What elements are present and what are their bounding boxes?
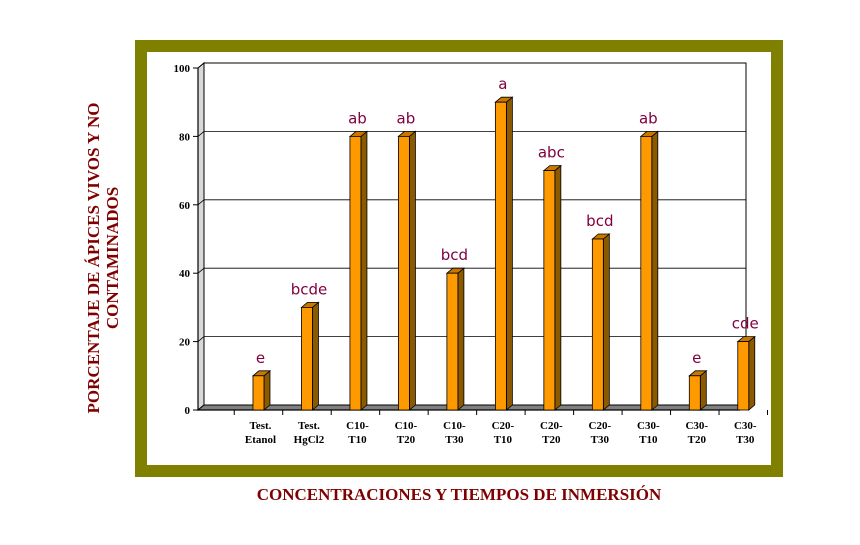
gridline-diagonal <box>197 336 205 342</box>
grid-layer <box>196 61 748 412</box>
x-tick-label: Test. HgCl2 <box>294 420 325 446</box>
significance-label: abc <box>538 144 565 162</box>
y-axis-label: PORCENTAJE DE ÁPICES VIVOS Y NO CONTAMIN… <box>84 102 122 414</box>
bar-side <box>602 233 610 411</box>
plot-back-wall <box>203 62 747 406</box>
significance-label: bcd <box>586 212 613 230</box>
y-tick-label: 20 <box>179 337 191 349</box>
bar-side <box>312 301 319 411</box>
bar <box>301 306 313 411</box>
significance-label: e <box>256 349 265 367</box>
x-tick-label: C30-T30 <box>734 420 757 446</box>
bar <box>494 101 507 411</box>
y-tick-label: 80 <box>179 131 191 143</box>
gridline-diagonal <box>197 199 205 206</box>
x-tick-label: C30-T20 <box>685 420 708 446</box>
bar <box>688 375 701 411</box>
significance-label: ab <box>639 109 658 127</box>
plot-floor <box>196 404 748 411</box>
x-tick-label: Test. Etanol <box>245 420 276 446</box>
bar <box>252 375 265 411</box>
bar <box>591 238 604 411</box>
significance-label: e <box>692 349 701 367</box>
y-tick-label: 0 <box>185 405 191 417</box>
bar <box>640 135 653 411</box>
x-tick-label: C30-T10 <box>637 420 660 446</box>
bar-side <box>505 96 513 411</box>
gridline-diagonal <box>197 62 205 69</box>
x-tick-label: C20-T30 <box>589 420 612 446</box>
significance-label: cde <box>732 315 759 333</box>
bar-side <box>651 130 659 411</box>
bar-side <box>748 335 756 411</box>
significance-label: bcde <box>291 280 328 298</box>
significance-label: ab <box>348 109 367 127</box>
bar <box>543 170 556 411</box>
y-tick-label: 100 <box>174 63 191 75</box>
bar-side <box>457 267 465 411</box>
bar <box>446 272 459 411</box>
significance-label: bcd <box>441 246 468 264</box>
x-tick-label: C20-T20 <box>540 420 563 446</box>
bar <box>349 135 362 411</box>
gridline-diagonal <box>197 267 205 274</box>
bar <box>398 135 410 411</box>
significance-label: ab <box>397 109 416 127</box>
x-axis-label: CONCENTRACIONES Y TIEMPOS DE INMERSIÓN <box>256 485 662 504</box>
plot-side-wall <box>197 61 205 412</box>
bar <box>737 341 750 411</box>
bar-side <box>699 369 707 411</box>
y-tick-label: 60 <box>179 200 191 212</box>
gridline-diagonal <box>197 131 205 137</box>
x-tick-label: C10-T30 <box>443 420 466 446</box>
bar-side <box>554 164 562 411</box>
bar-side <box>409 130 416 411</box>
y-tick-label: 40 <box>179 268 191 280</box>
significance-label: a <box>498 75 507 93</box>
x-tick-label: C20-T10 <box>492 420 515 446</box>
x-tick-label: C10-T20 <box>395 420 418 446</box>
x-tick-label: C10-T10 <box>346 420 369 446</box>
bar-side <box>263 369 271 411</box>
bar-side <box>360 130 368 411</box>
bar-layer <box>251 96 756 411</box>
